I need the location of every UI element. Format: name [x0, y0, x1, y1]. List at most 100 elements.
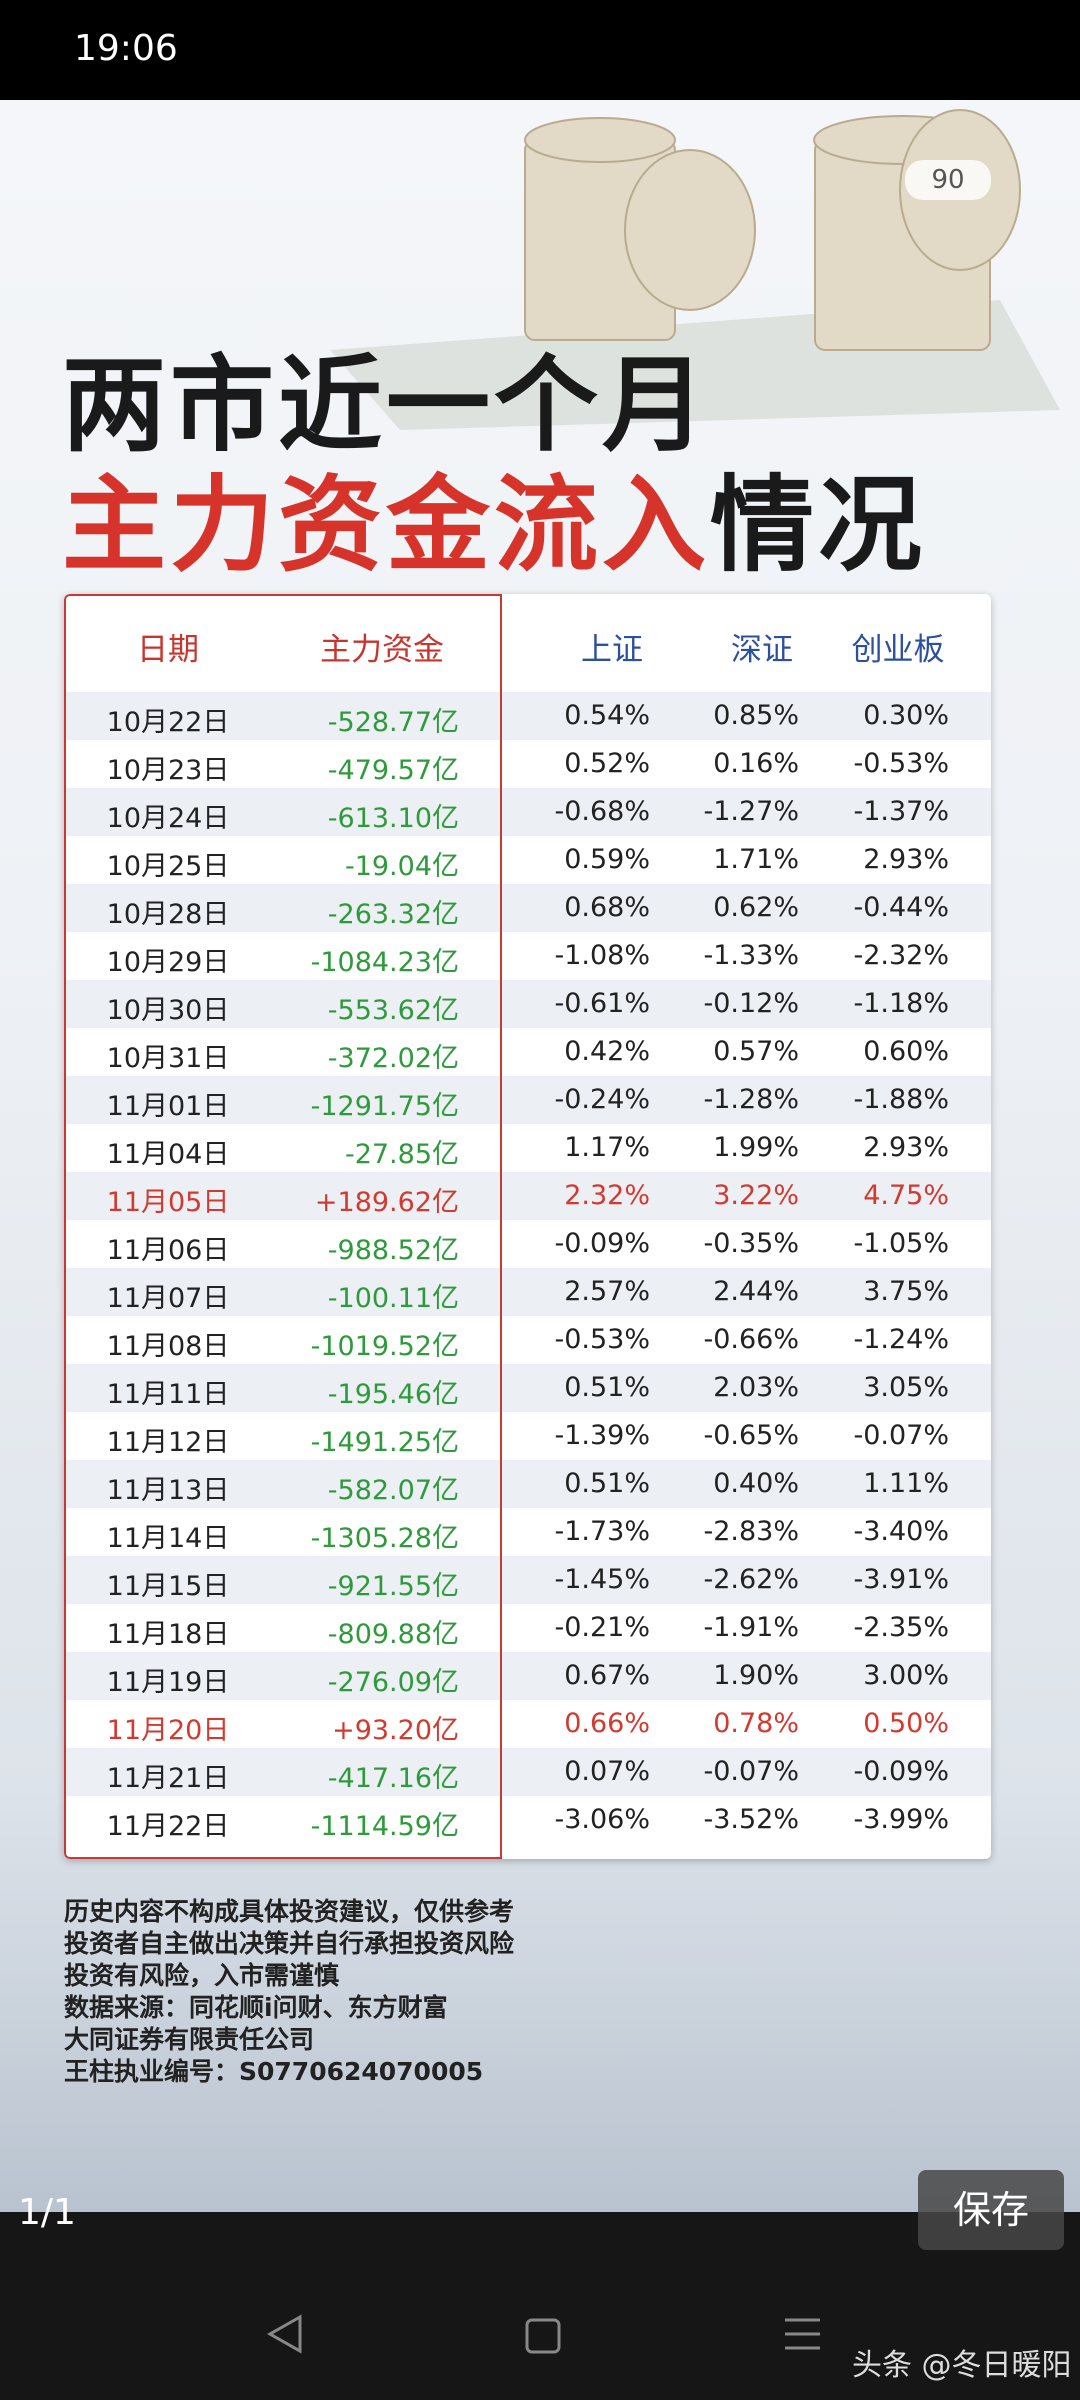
title-line2: 主力资金流入情况	[62, 440, 926, 591]
value-cell: -1019.52亿	[310, 1331, 459, 1362]
value-cell: 0.62%	[713, 892, 799, 923]
value-cell: -417.16亿	[327, 1763, 459, 1794]
header-cell: 创业板	[851, 632, 945, 668]
value-cell: -1491.25亿	[310, 1427, 459, 1458]
value-cell: -19.04亿	[344, 851, 459, 882]
value-cell: -1.91%	[703, 1612, 799, 1643]
value-cell: 0.51%	[564, 1372, 650, 1403]
row-stripe	[64, 1652, 991, 1700]
value-cell: -1.37%	[853, 796, 949, 827]
value-cell: 1.90%	[713, 1660, 799, 1691]
date-cell: 10月28日	[106, 899, 230, 930]
date-cell: 10月25日	[106, 851, 230, 882]
date-cell: 11月07日	[106, 1283, 230, 1314]
value-cell: -809.88亿	[327, 1619, 459, 1650]
value-cell: -1.33%	[703, 940, 799, 971]
image: 90 两市近一个月 主力资金流入情况 日期 主力资金 上证 深证 创业板 10月22日 -5…	[0, 100, 1080, 2212]
value-cell: 3.00%	[863, 1660, 949, 1691]
viewer-bar: 1/1 保存 头条 @冬日暖阳	[0, 2170, 1080, 2400]
value-cell: -0.09%	[554, 1228, 650, 1259]
value-cell: -1.27%	[703, 796, 799, 827]
date-cell: 11月20日	[106, 1715, 230, 1746]
value-cell: 2.44%	[713, 1276, 799, 1307]
page-indicator: 1/1	[18, 2192, 76, 2233]
value-cell: -528.77亿	[327, 707, 459, 738]
value-cell: -100.11亿	[327, 1283, 459, 1314]
value-cell: 0.54%	[564, 700, 650, 731]
value-cell: -3.91%	[853, 1564, 949, 1595]
date-cell: 10月30日	[106, 995, 230, 1026]
value-cell: -3.40%	[853, 1516, 949, 1547]
header-cell: 主力资金	[320, 632, 444, 668]
date-cell: 10月31日	[106, 1043, 230, 1074]
value-cell: 0.42%	[564, 1036, 650, 1067]
header-cell: 上证	[581, 632, 643, 668]
row-stripe	[64, 1460, 991, 1508]
disclaimer-line: 投资有风险，入市需谨慎	[64, 1961, 340, 1990]
value-cell: -1.45%	[554, 1564, 650, 1595]
date-cell: 11月05日	[106, 1187, 230, 1218]
value-cell: -1.18%	[853, 988, 949, 1019]
disclaimer-line: 历史内容不构成具体投资建议，仅供参考	[64, 1897, 515, 1926]
value-cell: -921.55亿	[327, 1571, 459, 1602]
value-cell: -0.35%	[703, 1228, 799, 1259]
value-cell: -0.12%	[703, 988, 799, 1019]
disclaimer-line: 王柱执业编号：S0770624070005	[64, 2057, 484, 2086]
value-cell: 2.93%	[863, 1132, 949, 1163]
date-cell: 11月18日	[106, 1619, 230, 1650]
value-cell: -0.07%	[853, 1420, 949, 1451]
value-cell: 2.32%	[564, 1180, 650, 1211]
value-cell: 2.57%	[564, 1276, 650, 1307]
header-cell: 日期	[137, 632, 199, 668]
value-cell: 3.05%	[863, 1372, 949, 1403]
value-cell: -0.09%	[853, 1756, 949, 1787]
value-cell: -195.46亿	[327, 1379, 459, 1410]
value-cell: 1.71%	[713, 844, 799, 875]
value-cell: -1.05%	[853, 1228, 949, 1259]
value-cell: 3.22%	[713, 1180, 799, 1211]
value-cell: 0.67%	[564, 1660, 650, 1691]
value-cell: -372.02亿	[327, 1043, 459, 1074]
value-cell: 0.66%	[564, 1708, 650, 1739]
value-cell: 4.75%	[863, 1180, 949, 1211]
row-stripe	[64, 1076, 991, 1124]
value-cell: 2.03%	[713, 1372, 799, 1403]
disclaimer-line: 投资者自主做出决策并自行承担投资风险	[64, 1929, 515, 1958]
value-cell: -1.73%	[554, 1516, 650, 1547]
value-cell: 0.68%	[564, 892, 650, 923]
row-stripe	[64, 1172, 991, 1220]
value-cell: -0.66%	[703, 1324, 799, 1355]
date-cell: 10月22日	[106, 707, 230, 738]
value-cell: -1114.59亿	[310, 1811, 459, 1842]
value-cell: 0.78%	[713, 1708, 799, 1739]
row-stripe	[64, 1268, 991, 1316]
value-cell: 0.40%	[713, 1468, 799, 1499]
value-cell: -1.08%	[554, 940, 650, 971]
value-cell: 0.07%	[564, 1756, 650, 1787]
nav-bar	[266, 2314, 820, 2354]
save-button[interactable]: 保存	[918, 2170, 1064, 2250]
title-red: 主力资金流入	[62, 464, 711, 586]
value-cell: -1.24%	[853, 1324, 949, 1355]
row-stripe	[64, 1748, 991, 1796]
date-cell: 11月08日	[106, 1331, 230, 1362]
coins-decoration: 90	[330, 109, 1060, 430]
value-cell: -3.52%	[703, 1804, 799, 1835]
value-cell: -2.32%	[853, 940, 949, 971]
row-stripe	[64, 884, 991, 932]
date-cell: 11月04日	[106, 1139, 230, 1170]
date-cell: 10月29日	[106, 947, 230, 978]
value-cell: -1291.75亿	[310, 1091, 459, 1122]
value-cell: -276.09亿	[327, 1667, 459, 1698]
value-cell: -2.83%	[703, 1516, 799, 1547]
value-cell: -27.85亿	[344, 1139, 459, 1170]
value-cell: -582.07亿	[327, 1475, 459, 1506]
disclaimer-line: 大同证券有限责任公司	[64, 2025, 315, 2054]
watermark: 头条 @冬日暖阳	[852, 2348, 1072, 2383]
value-cell: -0.53%	[853, 748, 949, 779]
date-cell: 11月21日	[106, 1763, 230, 1794]
value-cell: -1305.28亿	[310, 1523, 459, 1554]
value-cell: -0.65%	[703, 1420, 799, 1451]
row-stripe	[64, 788, 991, 836]
date-cell: 11月06日	[106, 1235, 230, 1266]
